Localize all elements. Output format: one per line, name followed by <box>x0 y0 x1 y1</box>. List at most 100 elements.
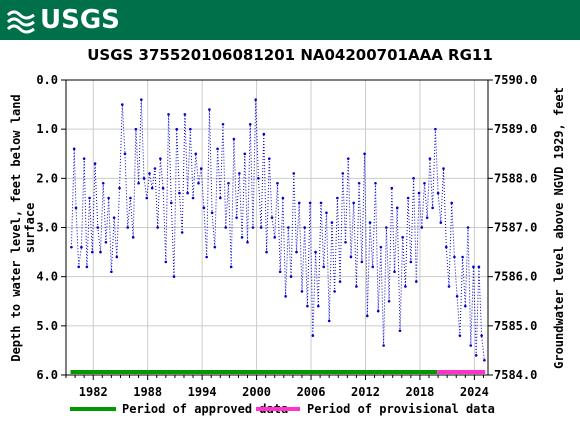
data-point <box>232 137 236 141</box>
data-point <box>257 177 260 180</box>
data-point <box>311 334 315 337</box>
data-point <box>379 245 383 249</box>
data-point <box>330 221 334 224</box>
usgs-wave-logo-icon <box>6 10 35 34</box>
data-point <box>129 196 132 200</box>
x-tick-label: 1994 <box>188 385 217 399</box>
data-point <box>112 216 116 219</box>
legend: Period of approved data Period of provis… <box>70 402 495 416</box>
data-point <box>159 157 162 160</box>
data-point <box>368 221 372 224</box>
data-point <box>238 172 241 175</box>
data-point <box>164 260 168 264</box>
data-point <box>477 265 481 269</box>
data-point <box>314 250 317 254</box>
data-point <box>153 167 157 170</box>
data-point <box>197 181 200 185</box>
left-tick-label: 1.0 <box>36 122 58 136</box>
data-point <box>224 226 228 229</box>
chart-title: USGS 375520106081201 NA04200701AAA RG11 <box>87 46 493 64</box>
data-point <box>284 295 287 298</box>
data-point <box>289 275 293 278</box>
data-point <box>344 240 347 244</box>
data-point <box>436 191 440 195</box>
usgs-logo[interactable]: USGS <box>6 4 120 36</box>
data-point <box>385 226 388 229</box>
data-points <box>70 98 486 362</box>
x-tick-label: 1988 <box>133 385 162 399</box>
data-point <box>221 122 225 126</box>
right-tick-label: 7584.0 <box>494 368 537 382</box>
data-point <box>325 211 328 215</box>
data-point <box>472 265 475 269</box>
data-point <box>469 344 473 347</box>
data-point <box>319 201 323 205</box>
data-point <box>248 122 252 126</box>
data-point <box>156 226 159 229</box>
data-point <box>118 186 121 190</box>
right-tick-label: 7590.0 <box>494 73 537 87</box>
data-point <box>428 157 432 160</box>
data-point <box>70 245 73 249</box>
water-level-line <box>70 99 485 361</box>
data-point <box>99 250 102 254</box>
data-point <box>267 157 271 160</box>
data-point <box>218 196 222 200</box>
data-point <box>395 206 399 210</box>
data-point <box>453 255 456 259</box>
left-tick-label: 0.0 <box>36 73 58 87</box>
data-point <box>74 206 78 210</box>
data-point <box>393 270 396 274</box>
x-tick-label: 2018 <box>405 385 434 399</box>
data-point <box>390 186 394 190</box>
data-point <box>265 250 268 254</box>
data-point <box>150 186 154 190</box>
data-point <box>458 334 462 337</box>
legend-approved-label: Period of approved data <box>122 402 288 416</box>
data-point <box>96 226 100 229</box>
data-point <box>199 167 203 170</box>
data-point <box>273 236 277 239</box>
data-point <box>352 201 355 205</box>
data-point <box>167 113 170 116</box>
data-point <box>338 280 342 283</box>
right-tick-label: 7586.0 <box>494 270 537 284</box>
data-point <box>126 226 130 229</box>
data-point <box>387 299 391 303</box>
x-tick-label: 2006 <box>297 385 326 399</box>
right-tick-label: 7587.0 <box>494 221 537 235</box>
x-tick-label: 2012 <box>351 385 380 399</box>
data-point <box>355 285 358 288</box>
left-tick-label: 4.0 <box>36 270 58 284</box>
data-point <box>72 147 76 151</box>
data-point <box>447 285 451 288</box>
data-point <box>412 177 415 180</box>
data-point <box>137 181 140 185</box>
data-point <box>360 260 364 264</box>
data-point <box>85 265 89 269</box>
data-point <box>216 147 219 151</box>
data-point <box>148 172 151 175</box>
data-point <box>115 255 119 259</box>
data-point <box>186 191 189 195</box>
data-point <box>251 226 255 229</box>
right-tick-label: 7585.0 <box>494 319 537 333</box>
data-point <box>183 113 187 116</box>
data-point <box>365 314 369 318</box>
data-point <box>107 196 110 200</box>
data-point <box>281 196 285 200</box>
data-point <box>439 221 443 224</box>
data-point <box>259 226 263 229</box>
data-point <box>80 245 83 249</box>
data-point <box>295 250 298 254</box>
x-tick-label: 1982 <box>79 385 108 399</box>
x-tick-label: 2024 <box>460 385 489 399</box>
data-point <box>434 127 437 131</box>
data-point <box>450 201 453 205</box>
data-point <box>104 240 108 244</box>
data-point <box>327 319 331 323</box>
data-point <box>376 309 380 313</box>
data-point <box>229 265 233 269</box>
left-tick-label: 2.0 <box>36 171 58 185</box>
